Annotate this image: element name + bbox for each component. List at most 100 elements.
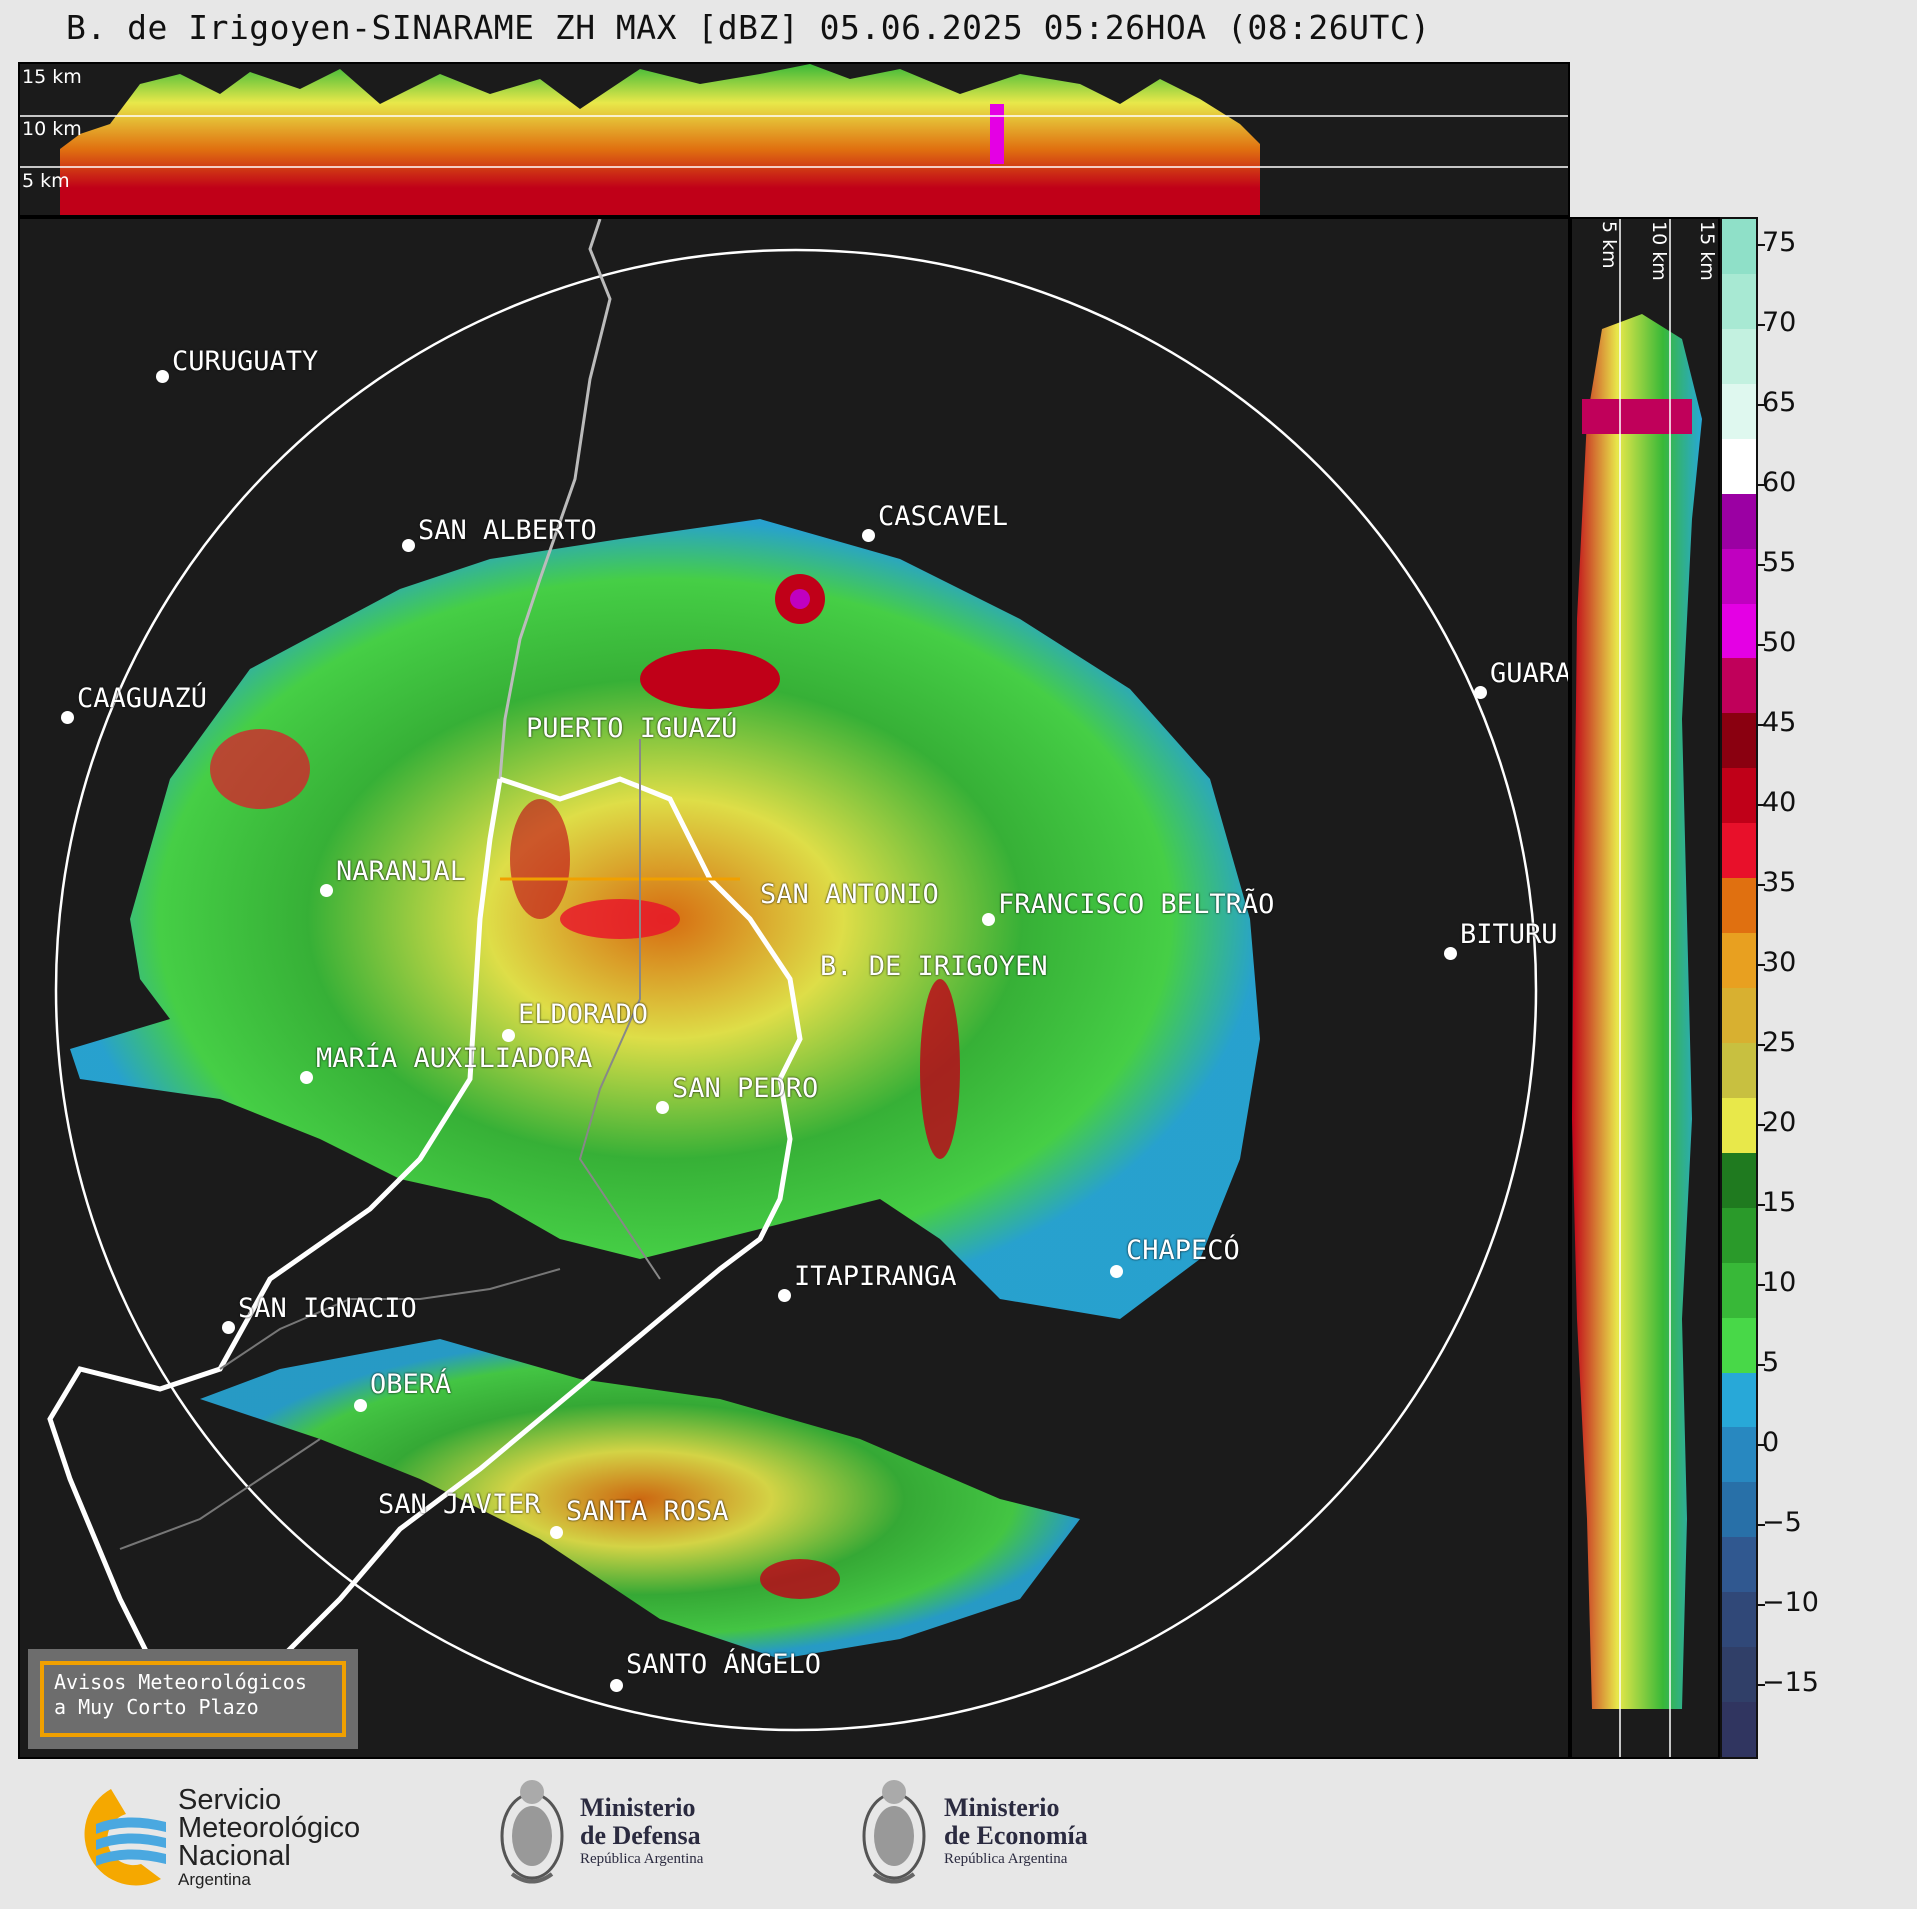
top-label-10km: 10 km bbox=[22, 118, 82, 140]
top-label-5km: 5 km bbox=[22, 170, 70, 192]
colorbar-swatch bbox=[1722, 823, 1756, 880]
side-label-15km: 15 km bbox=[1696, 221, 1718, 281]
city-label: B. DE IRIGOYEN bbox=[820, 951, 1048, 982]
colorbar-tick-mark bbox=[1758, 804, 1765, 806]
city-dot-icon bbox=[778, 1289, 791, 1302]
colorbar-tick-mark bbox=[1758, 1204, 1765, 1206]
city-label: PUERTO IGUAZÚ bbox=[526, 713, 738, 744]
colorbar-tick-mark bbox=[1758, 484, 1765, 486]
top-cross-section: 15 km 10 km 5 km bbox=[18, 62, 1570, 217]
colorbar-tick-mark bbox=[1758, 404, 1765, 406]
colorbar-tick-label: −10 bbox=[1762, 1587, 1819, 1618]
city-dot-icon bbox=[300, 1071, 313, 1084]
colorbar-tick-label: 60 bbox=[1762, 467, 1797, 498]
province-border bbox=[47, 776, 803, 1722]
city-label: BITURU bbox=[1460, 919, 1558, 950]
footer-logos: Servicio Meteorológico Nacional Argentin… bbox=[0, 1762, 1917, 1909]
defensa-line-3: República Argentina bbox=[580, 1851, 704, 1867]
department-border bbox=[578, 739, 661, 1280]
chart-title: B. de Irigoyen-SINARAME ZH MAX [dBZ] 05.… bbox=[66, 8, 1431, 47]
colorbar-tick-mark bbox=[1758, 1444, 1765, 1446]
city-dot-icon bbox=[656, 1101, 669, 1114]
city-label: ELDORADO bbox=[518, 999, 649, 1030]
city-label: CAAGUAZÚ bbox=[77, 683, 208, 714]
colorbar-tick-mark bbox=[1758, 324, 1765, 326]
smn-logo-text: Servicio Meteorológico Nacional Argentin… bbox=[178, 1786, 360, 1890]
colorbar-swatch bbox=[1722, 878, 1756, 935]
city-label: FRANCISCO BELTRÃO bbox=[998, 889, 1275, 920]
colorbar-swatch bbox=[1722, 1317, 1756, 1374]
city-label: SAN JAVIER bbox=[378, 1489, 541, 1520]
defensa-line-1: Ministerio bbox=[580, 1793, 696, 1822]
city-label: ITAPIRANGA bbox=[794, 1261, 957, 1292]
colorbar-tick-label: 35 bbox=[1762, 867, 1797, 898]
economia-line-1: Ministerio bbox=[944, 1793, 1060, 1822]
colorbar-tick-mark bbox=[1758, 644, 1765, 646]
colorbar-swatch bbox=[1722, 1427, 1756, 1484]
city-label: SAN IGNACIO bbox=[238, 1293, 417, 1324]
colorbar-swatch bbox=[1722, 1372, 1756, 1429]
side-cross-section: 5 km 10 km 15 km bbox=[1570, 217, 1720, 1759]
city-dot-icon bbox=[156, 370, 169, 383]
range-ring bbox=[54, 248, 1538, 1732]
colorbar-tick-mark bbox=[1758, 564, 1765, 566]
city-label: CASCAVEL bbox=[878, 501, 1009, 532]
economia-line-3: República Argentina bbox=[944, 1851, 1068, 1867]
colorbar-swatch bbox=[1722, 383, 1756, 440]
colorbar-swatch bbox=[1722, 988, 1756, 1044]
colorbar-tick-label: −5 bbox=[1762, 1507, 1802, 1538]
city-label: CURUGUATY bbox=[172, 346, 319, 377]
colorbar-swatch bbox=[1722, 1097, 1756, 1154]
colorbar-swatch bbox=[1722, 1207, 1756, 1264]
city-dot-icon bbox=[982, 913, 995, 926]
colorbar-swatch bbox=[1722, 1592, 1756, 1649]
economia-seal-icon bbox=[862, 1780, 926, 1884]
colorbar-tick-mark bbox=[1758, 1524, 1765, 1526]
top-label-15km: 15 km bbox=[22, 66, 82, 88]
avisos-line-2: a Muy Corto Plazo bbox=[54, 1695, 259, 1719]
colorbar-tick-label: 55 bbox=[1762, 547, 1797, 578]
colorbar-swatch bbox=[1722, 1702, 1756, 1757]
colorbar-tick-mark bbox=[1758, 1364, 1765, 1366]
defensa-line-2: de Defensa bbox=[580, 1821, 701, 1850]
colorbar-swatch bbox=[1722, 219, 1756, 275]
colorbar-swatch bbox=[1722, 603, 1756, 660]
city-dot-icon bbox=[1444, 947, 1457, 960]
city-label: OBERÁ bbox=[370, 1369, 452, 1400]
colorbar-tick-label: 40 bbox=[1762, 787, 1797, 818]
smn-line-4: Argentina bbox=[178, 1870, 251, 1889]
city-dot-icon bbox=[502, 1029, 515, 1042]
avisos-line-1: Avisos Meteorológicos bbox=[54, 1670, 307, 1694]
smn-line-3: Nacional bbox=[178, 1840, 291, 1872]
defensa-logo-text: Ministerio de Defensa República Argentin… bbox=[580, 1794, 703, 1868]
colorbar-swatch bbox=[1722, 1537, 1756, 1594]
colorbar-swatch bbox=[1722, 1647, 1756, 1704]
department-border-south bbox=[119, 1268, 561, 1550]
economia-line-2: de Economía bbox=[944, 1821, 1088, 1850]
city-dot-icon bbox=[550, 1526, 563, 1539]
colorbar-tick-label: 0 bbox=[1762, 1427, 1780, 1458]
colorbar-tick-label: 20 bbox=[1762, 1107, 1797, 1138]
colorbar-tick-mark bbox=[1758, 244, 1765, 246]
colorbar-tick-label: 5 bbox=[1762, 1347, 1780, 1378]
colorbar-tick-label: 50 bbox=[1762, 627, 1797, 658]
city-label: SAN ALBERTO bbox=[418, 515, 597, 546]
side-label-5km: 5 km bbox=[1598, 221, 1620, 269]
avisos-button[interactable]: Avisos Meteorológicos a Muy Corto Plazo bbox=[28, 1649, 358, 1749]
colorbar-tick-label: −15 bbox=[1762, 1667, 1819, 1698]
colorbar-tick-label: 25 bbox=[1762, 1027, 1797, 1058]
colorbar-swatch bbox=[1722, 1152, 1756, 1209]
colorbar-tick-label: 30 bbox=[1762, 947, 1797, 978]
colorbar-tick-label: 15 bbox=[1762, 1187, 1797, 1218]
city-dot-icon bbox=[1474, 686, 1487, 699]
colorbar-swatch bbox=[1722, 493, 1756, 550]
colorbar-tick-mark bbox=[1758, 1604, 1765, 1606]
colorbar-tick-mark bbox=[1758, 1284, 1765, 1286]
colorbar-swatch bbox=[1722, 713, 1756, 770]
city-label: CHAPECÓ bbox=[1126, 1235, 1240, 1266]
colorbar-tick-mark bbox=[1758, 964, 1765, 966]
city-label: MARÍA AUXILIADORA bbox=[316, 1043, 593, 1074]
city-dot-icon bbox=[610, 1679, 623, 1692]
colorbar-swatch bbox=[1722, 768, 1756, 825]
colorbar-swatch bbox=[1722, 1482, 1756, 1539]
